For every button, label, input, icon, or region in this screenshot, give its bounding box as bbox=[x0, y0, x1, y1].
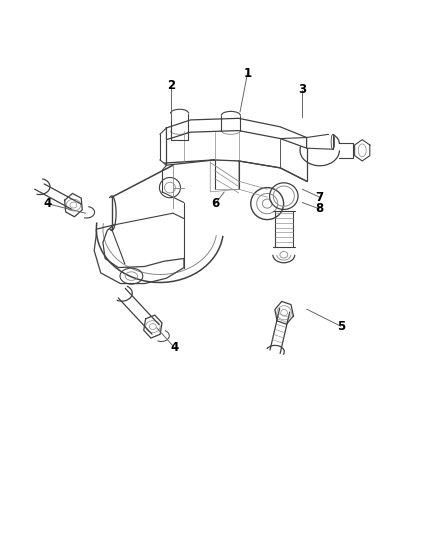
Text: 6: 6 bbox=[212, 197, 219, 210]
Text: 1: 1 bbox=[244, 67, 251, 80]
Text: 4: 4 bbox=[170, 341, 178, 354]
Text: 2: 2 bbox=[167, 79, 175, 92]
Text: 4: 4 bbox=[43, 197, 51, 210]
Text: 7: 7 bbox=[316, 191, 324, 204]
Text: 3: 3 bbox=[298, 83, 306, 96]
Text: 8: 8 bbox=[316, 203, 324, 215]
Text: 5: 5 bbox=[337, 320, 345, 333]
